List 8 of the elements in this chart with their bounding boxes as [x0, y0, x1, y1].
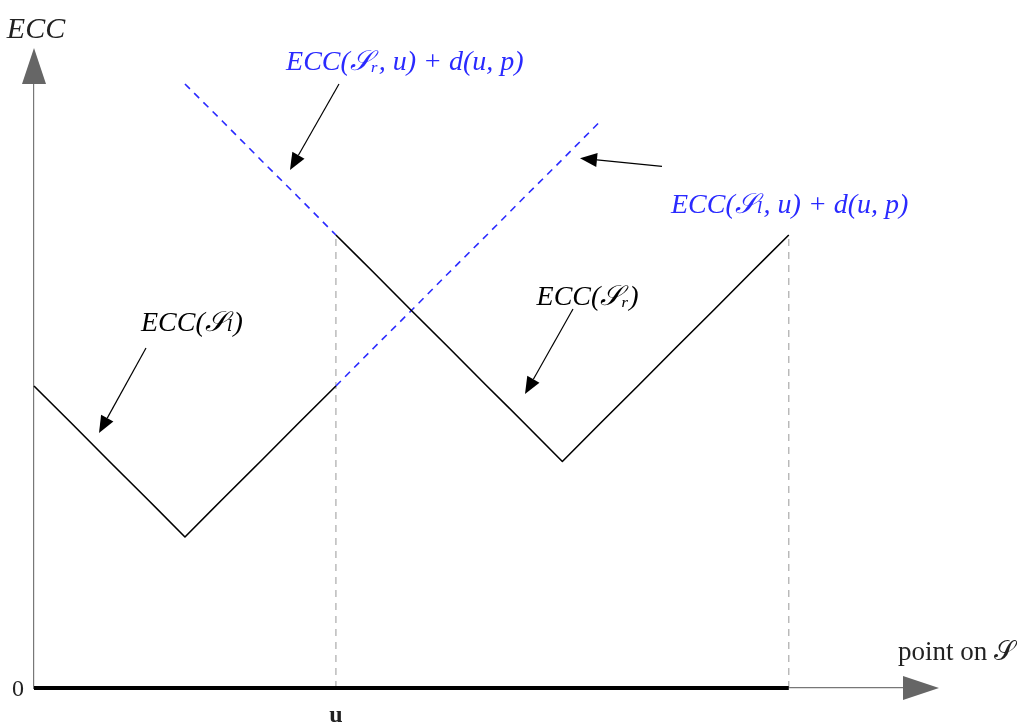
y-axis-title: ECC	[6, 11, 66, 44]
text: ECC(𝒮ₗ, u) + d(u, p)	[670, 187, 909, 219]
text: 0	[12, 675, 24, 701]
text: ECC(𝒮ᵣ, u) + d(u, p)	[286, 44, 524, 76]
text: ECC(𝒮ₗ)	[140, 305, 243, 337]
text: u	[329, 701, 343, 724]
series-label: ECC(𝒮ᵣ)	[536, 280, 639, 312]
x-axis-title: point on 𝒮	[897, 635, 1015, 666]
